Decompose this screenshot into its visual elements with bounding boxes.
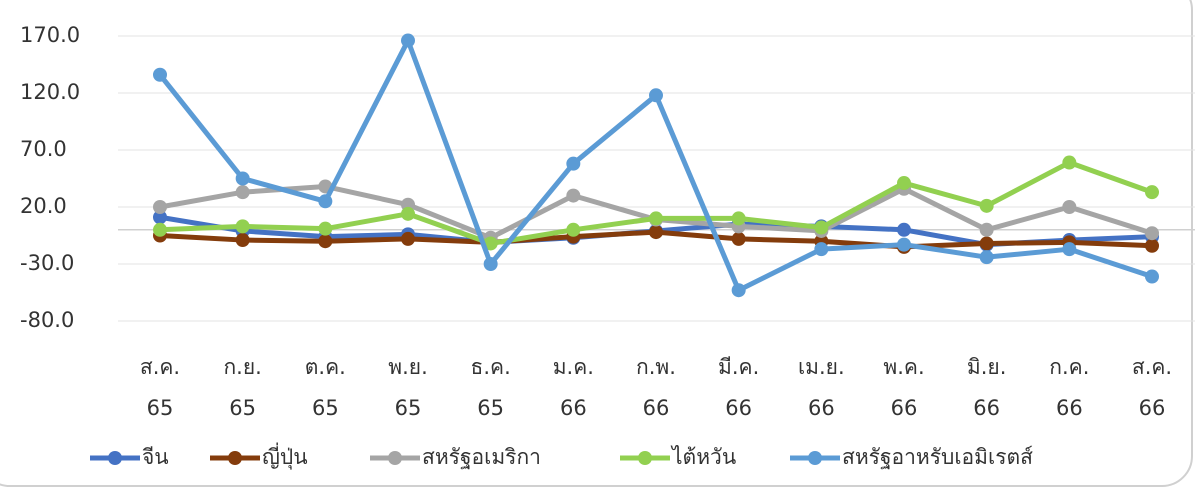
data-point (235, 185, 250, 200)
legend-label: จีน (142, 445, 169, 469)
legend-marker (808, 451, 822, 465)
y-tick-label: 120.0 (20, 80, 80, 104)
data-point (649, 211, 663, 226)
x-tick-label: 65 (229, 396, 256, 420)
x-tick-label: 66 (560, 396, 587, 420)
x-tick-label: 66 (808, 396, 835, 420)
x-tick-label: 65 (312, 396, 339, 420)
data-point (731, 211, 746, 226)
x-tick-label: ก.พ. (636, 355, 676, 379)
data-point (897, 237, 911, 252)
legend-label: สหรัฐอเมริกา (422, 445, 541, 469)
y-tick-label: 20.0 (20, 194, 67, 218)
data-point (235, 171, 250, 186)
data-point (649, 225, 663, 240)
data-point (814, 242, 829, 257)
x-tick-label: 66 (891, 396, 918, 420)
data-point (483, 236, 498, 251)
data-point (153, 222, 167, 237)
x-tick-label: ก.ย. (223, 355, 261, 379)
x-tick-label: 65 (395, 396, 422, 420)
series-line (158, 38, 1153, 293)
x-tick-label: เม.ย. (798, 355, 845, 379)
data-point (731, 283, 746, 298)
legend-marker (388, 451, 402, 465)
x-tick-label: ต.ค. (305, 355, 346, 379)
data-point (401, 206, 415, 221)
x-tick-label: ส.ค. (1132, 355, 1172, 379)
legend-label: ญี่ปุ่น (262, 442, 308, 470)
legend-marker (228, 451, 242, 465)
data-point (814, 220, 829, 235)
x-tick-label: 66 (973, 396, 1000, 420)
y-tick-label: -30.0 (20, 251, 74, 275)
x-tick-label: ธ.ค. (471, 355, 511, 379)
x-tick-label: ม.ค. (553, 355, 594, 379)
data-point (979, 236, 994, 251)
x-tick-label: 66 (643, 396, 670, 420)
data-point (483, 257, 498, 271)
legend-label: สหรัฐอาหรับเอมิเรตส์ (842, 445, 1033, 469)
data-point (979, 250, 994, 265)
data-point (318, 194, 333, 209)
data-point (897, 176, 911, 191)
data-point (566, 222, 581, 237)
y-tick-label: 170.0 (20, 23, 80, 47)
x-tick-label: ส.ค. (140, 355, 180, 379)
x-tick-label: 65 (147, 396, 174, 420)
x-tick-label: พ.ค. (883, 355, 924, 379)
x-tick-label: มี.ค. (718, 355, 759, 379)
y-tick-label: 70.0 (20, 137, 67, 161)
data-point (153, 200, 167, 214)
data-point (153, 67, 167, 82)
data-point (1062, 242, 1077, 257)
legend-marker (108, 451, 122, 465)
legend-label: ไต้หวัน (670, 445, 736, 469)
legend-marker (638, 451, 652, 465)
x-tick-label: พ.ย. (388, 355, 428, 379)
data-point (235, 233, 250, 248)
data-point (979, 198, 994, 213)
data-point (1145, 226, 1159, 241)
x-tick-label: 65 (477, 396, 504, 420)
data-point (1145, 238, 1159, 253)
data-point (979, 222, 994, 237)
data-point (401, 231, 415, 246)
x-tick-label: 66 (1139, 396, 1166, 420)
data-point (897, 222, 911, 237)
data-point (1145, 185, 1159, 200)
data-point (566, 156, 581, 171)
data-point (235, 219, 250, 234)
data-point (1145, 269, 1159, 284)
data-point (566, 188, 581, 203)
data-point (1062, 200, 1077, 214)
x-tick-label: ก.ค. (1049, 355, 1089, 379)
x-tick-label: 66 (725, 396, 752, 420)
data-point (318, 221, 333, 236)
data-point (318, 234, 333, 249)
x-tick-label: มิ.ย. (967, 355, 1007, 379)
data-point (401, 33, 415, 48)
data-point (649, 88, 663, 103)
data-point (731, 231, 746, 246)
y-tick-label: -80.0 (20, 308, 74, 332)
x-tick-label: 66 (1056, 396, 1083, 420)
data-point (153, 210, 167, 225)
data-point (1062, 155, 1077, 170)
